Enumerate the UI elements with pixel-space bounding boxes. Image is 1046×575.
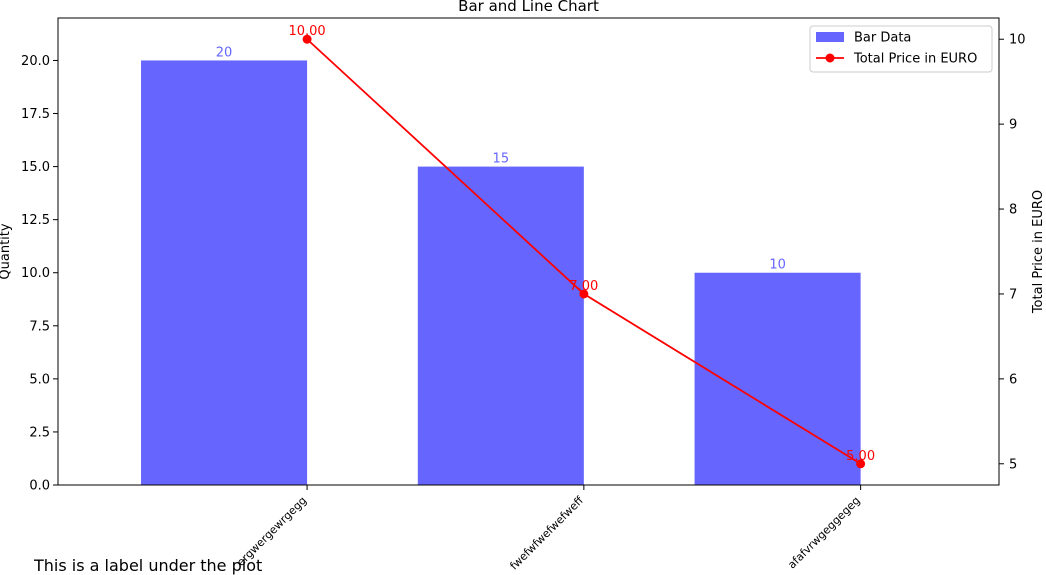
y-tick-label: 0.0 [29,479,50,494]
bar-value-label: 20 [216,45,233,60]
legend-label-bar: Bar Data [854,31,911,46]
line-point [579,289,589,299]
y-right-tick-label: 6 [1009,372,1017,387]
line-point [856,459,866,469]
y-tick-label: 12.5 [21,213,50,228]
y-tick-label: 15.0 [21,160,50,175]
line-point [302,34,312,44]
legend-swatch-bar [816,32,844,42]
x-tick-label: afafvrwgeggegeg [785,494,862,571]
y-tick-label: 7.5 [29,319,50,334]
bar [141,60,308,486]
bar-value-label: 15 [493,152,510,167]
plot-frame [57,17,1000,486]
y-tick-label: 5.0 [29,372,50,387]
legend-box [809,25,993,73]
bar [417,166,584,485]
y-right-tick-label: 8 [1009,203,1017,218]
line-value-label: 10.00 [288,24,325,39]
y-right-axis-label: Total Price in EURO [1031,190,1046,314]
legend-label-line: Total Price in EURO [853,52,977,67]
chart-title: Bar and Line Chart [458,0,599,15]
y-tick-label: 20.0 [21,54,50,69]
plot-footnote: This is a label under the plot [34,556,263,575]
line-value-label: 5.00 [846,449,875,464]
y-axis-label: Quantity [0,223,13,279]
y-tick-label: 17.5 [21,107,50,122]
line-value-label: 7.00 [569,279,598,294]
y-tick-label: 2.5 [29,425,50,440]
y-tick-label: 10.0 [21,266,50,281]
x-tick-label: fwefwfwefwefweff [507,494,586,573]
bar-value-label: 10 [769,258,786,273]
y-right-tick-label: 7 [1009,287,1017,302]
y-right-tick-label: 10 [1009,33,1026,48]
y-right-tick-label: 9 [1009,118,1017,133]
legend-swatch-marker [825,53,835,63]
bar [694,272,861,485]
y-right-tick-label: 5 [1009,457,1017,472]
